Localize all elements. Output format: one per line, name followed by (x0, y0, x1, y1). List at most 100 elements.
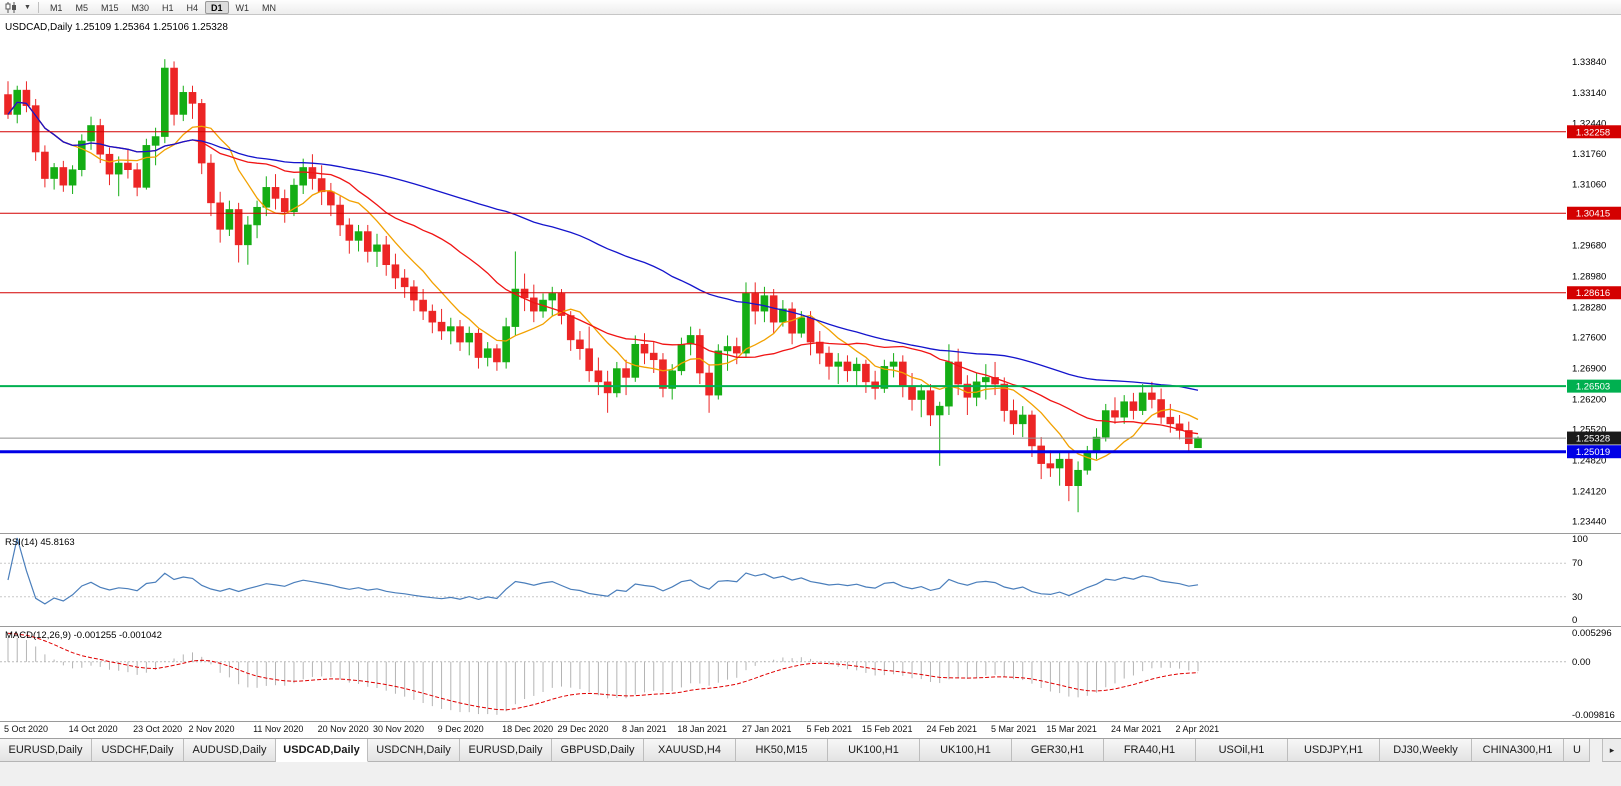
main-chart-panel: 1.33840 1.33140 1.32440 1.31760 1.31060 1.296… (0, 15, 1621, 533)
svg-text:1.26503: 1.26503 (1576, 382, 1610, 393)
tab-label: UK100,H1 (940, 744, 991, 756)
timeframe-button-h1[interactable]: H1 (162, 2, 174, 13)
rsi-panel: 100 70 30 0 RSI(14) 45.8163 (0, 533, 1621, 626)
date-label: 2 Apr 2021 (1175, 724, 1220, 734)
date-label: 14 Oct 2020 (68, 724, 118, 734)
date-label: 18 Jan 2021 (677, 724, 727, 734)
date-label: 2 Nov 2020 (188, 724, 235, 734)
svg-text:0.005296: 0.005296 (1572, 628, 1612, 639)
date-label: 9 Dec 2020 (437, 724, 484, 734)
tab-usdjpy-h1[interactable]: USDJPY,H1 (1288, 739, 1380, 762)
tab-label: XAUUSD,H4 (658, 744, 721, 756)
svg-text:1.27600: 1.27600 (1572, 333, 1606, 344)
tab-label: HK50,M15 (755, 744, 808, 756)
chart-tabs-bar: EURUSD,Daily USDCHF,Daily AUDUSD,Daily USDC… (0, 738, 1621, 786)
date-label: 5 Mar 2021 (991, 724, 1037, 734)
tab-audusd-daily[interactable]: AUDUSD,Daily (184, 739, 276, 762)
date-label: 5 Oct 2020 (4, 724, 49, 734)
tab-u[interactable]: U (1564, 739, 1590, 762)
svg-text:1.25328: 1.25328 (1576, 434, 1610, 445)
tab-fra40-h1[interactable]: FRA40,H1 (1104, 739, 1196, 762)
svg-text:1.25520: 1.25520 (1572, 425, 1606, 436)
date-label: 29 Dec 2020 (557, 724, 609, 734)
svg-text:1.28980: 1.28980 (1572, 272, 1606, 283)
timeframe-button-m5[interactable]: M5 (75, 2, 88, 13)
rsi-canvas[interactable]: 100 70 30 0 (0, 534, 1621, 626)
date-label: 18 Dec 2020 (502, 724, 554, 734)
tab-label: GER30,H1 (1030, 744, 1085, 756)
date-label: 30 Nov 2020 (372, 724, 425, 734)
tab-china300-h1[interactable]: CHINA300,H1 (1472, 739, 1564, 762)
macd-axis-labels: 0.005296 0.00 -0.009816 (1572, 628, 1615, 721)
timeframe-button-w1[interactable]: W1 (235, 2, 250, 13)
toolbar-separator (37, 1, 39, 13)
tab-label: DJ30,Weekly (1393, 744, 1458, 756)
svg-text:1.33140: 1.33140 (1572, 88, 1606, 99)
tab-xauusd-h4[interactable]: XAUUSD,H4 (644, 739, 736, 762)
svg-text:70: 70 (1572, 558, 1583, 569)
timeframe-button-h4[interactable]: H4 (186, 2, 199, 13)
moving-average-lines (7, 101, 1199, 461)
tab-label: FRA40,H1 (1123, 744, 1176, 756)
date-label: 8 Jan 2021 (622, 724, 667, 734)
tab-hk50-m15[interactable]: HK50,M15 (736, 739, 828, 762)
tab-label: AUDUSD,Daily (192, 744, 267, 756)
svg-text:1.29680: 1.29680 (1572, 241, 1606, 252)
timeframe-button-m1[interactable]: M1 (49, 2, 63, 13)
tab-eurusd-daily[interactable]: EURUSD,Daily (0, 739, 92, 762)
macd-canvas[interactable]: 0.005296 0.00 -0.009816 (0, 627, 1621, 721)
price-axis-labels: 1.33840 1.33140 1.32440 1.31760 1.31060 1.296… (1572, 57, 1606, 528)
timeframe-button-d1[interactable]: D1 (205, 0, 229, 14)
svg-text:1.28616: 1.28616 (1576, 288, 1610, 299)
chart-tabs: EURUSD,Daily USDCHF,Daily AUDUSD,Daily USDC… (0, 739, 1621, 762)
timeframe-toolbar: ▼ M1 M5 M15 M30 H1 H4 D1 W1 MN (0, 0, 1621, 15)
timeframe-button-m15[interactable]: M15 (100, 2, 119, 13)
svg-text:-0.009816: -0.009816 (1572, 710, 1615, 721)
horizontal-line-objects[interactable]: 1.32258 1.30415 1.28616 1.26503 1.25019 (0, 125, 1621, 459)
tab-eurusd-daily[interactable]: EURUSD,Daily (460, 739, 552, 762)
svg-text:1.26900: 1.26900 (1572, 364, 1606, 375)
svg-text:1.28280: 1.28280 (1572, 303, 1606, 314)
timeframe-button-mn[interactable]: MN (262, 2, 277, 13)
tab-label: USDCNH,Daily (376, 744, 451, 756)
svg-text:1.32258: 1.32258 (1576, 127, 1610, 138)
tab-usoil-h1[interactable]: USOil,H1 (1196, 739, 1288, 762)
chart-type-icon[interactable] (3, 1, 20, 14)
tab-label: USDCAD,Daily (283, 744, 360, 756)
svg-text:1.30415: 1.30415 (1576, 209, 1610, 220)
current-price-line: 1.25328 (0, 431, 1621, 445)
time-axis[interactable]: 5 Oct 2020 14 Oct 2020 23 Oct 2020 2 Nov 20… (0, 721, 1621, 738)
chart-type-dropdown-icon[interactable]: ▼ (24, 3, 31, 11)
date-label: 15 Feb 2021 (861, 724, 913, 734)
tab-usdcnh-daily[interactable]: USDCNH,Daily (368, 739, 460, 762)
price-chart-canvas[interactable]: 1.33840 1.33140 1.32440 1.31760 1.31060 1.296… (0, 15, 1621, 533)
svg-text:1.25019: 1.25019 (1576, 447, 1610, 458)
date-label: 24 Feb 2021 (926, 724, 978, 734)
tab-uk100-h1[interactable]: UK100,H1 (920, 739, 1012, 762)
tab-label: USDJPY,H1 (1303, 744, 1364, 756)
tab-dj30-weekly[interactable]: DJ30,Weekly (1380, 739, 1472, 762)
tab-gbpusd-daily[interactable]: GBPUSD,Daily (552, 739, 644, 762)
date-label: 15 Mar 2021 (1046, 724, 1097, 734)
tab-usdchf-daily[interactable]: USDCHF,Daily (92, 739, 184, 762)
tab-label: EURUSD,Daily (8, 744, 83, 756)
svg-text:1.24120: 1.24120 (1572, 486, 1606, 497)
svg-text:1.32440: 1.32440 (1572, 119, 1606, 130)
macd-signal-line (7, 632, 1199, 711)
tab-label: UK100,H1 (848, 744, 899, 756)
tabs-scroll-right-button[interactable]: ▸ (1602, 739, 1621, 762)
candlestick-series (4, 59, 1202, 513)
tab-label: GBPUSD,Daily (560, 744, 635, 756)
tab-uk100-h1[interactable]: UK100,H1 (828, 739, 920, 762)
date-label: 24 Mar 2021 (1110, 724, 1162, 734)
date-label: 27 Jan 2021 (741, 724, 792, 734)
timeframe-button-m30[interactable]: M30 (131, 2, 149, 13)
chevron-right-icon: ▸ (1609, 744, 1615, 755)
rsi-level-lines (0, 562, 1566, 598)
date-label: 11 Nov 2020 (253, 724, 304, 734)
svg-text:1.23440: 1.23440 (1572, 517, 1606, 528)
tab-label: EURUSD,Daily (468, 744, 543, 756)
tab-label: U (1573, 744, 1581, 756)
tab-ger30-h1[interactable]: GER30,H1 (1012, 739, 1104, 762)
tab-usdcad-daily[interactable]: USDCAD,Daily (276, 739, 368, 762)
